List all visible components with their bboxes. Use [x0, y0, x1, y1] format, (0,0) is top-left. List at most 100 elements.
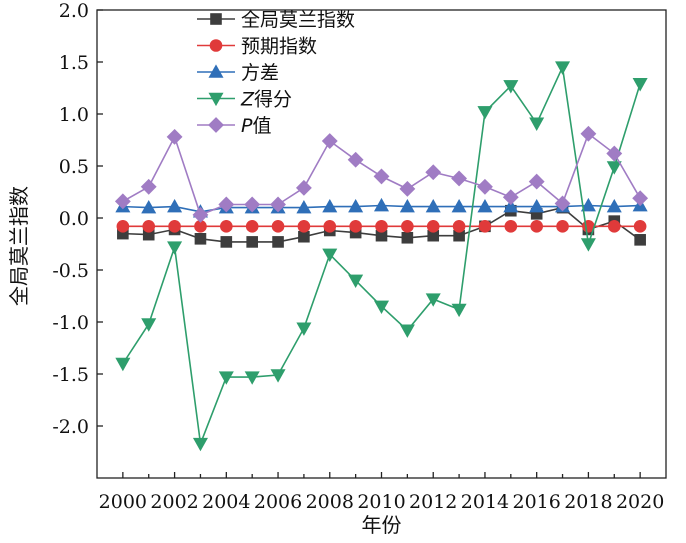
data-point: [529, 117, 545, 131]
legend-label-text: 预期指数: [241, 36, 317, 58]
data-point: [296, 322, 312, 336]
data-point: [477, 178, 493, 195]
data-point: [322, 248, 338, 263]
plot-frame: [96, 9, 667, 479]
x-tick-label: 2010: [357, 491, 405, 513]
legend-label: 全局莫兰指数: [241, 9, 355, 31]
data-point: [167, 241, 183, 255]
data-point: [632, 190, 649, 207]
data-point: [271, 220, 285, 233]
legend-item: 全局莫兰指数: [197, 9, 355, 31]
legend-label-text: 方差: [241, 62, 279, 84]
legend-label: 方差: [241, 62, 279, 84]
data-point: [477, 106, 493, 120]
data-point: [114, 193, 131, 210]
data-point: [399, 198, 415, 213]
x-tick-label: 2004: [202, 491, 250, 513]
y-tick-label: 0.5: [59, 156, 89, 178]
series-4: [115, 61, 648, 452]
data-point: [634, 234, 646, 246]
legend-label-italic: P: [241, 115, 253, 137]
data-point: [140, 178, 157, 195]
data-point: [401, 231, 414, 244]
data-point: [502, 189, 519, 206]
data-point: [451, 170, 468, 187]
data-point: [503, 198, 519, 213]
data-point: [426, 220, 440, 233]
y-tick-label: -1.5: [52, 364, 89, 386]
data-point: [141, 318, 157, 332]
data-point: [349, 220, 362, 233]
x-tick-label: 2018: [564, 491, 612, 513]
data-point: [504, 220, 518, 233]
data-point: [115, 357, 131, 372]
data-point: [528, 173, 545, 190]
series-layer: [114, 61, 649, 452]
data-point: [167, 198, 183, 213]
data-point: [348, 274, 364, 289]
data-point: [503, 80, 519, 94]
data-point: [116, 220, 130, 233]
y-tick-label: 1.5: [59, 52, 89, 74]
data-point: [220, 220, 233, 233]
data-point: [632, 78, 648, 92]
y-tick-label: 0.0: [59, 208, 89, 230]
x-axis-title: 年份: [362, 513, 402, 537]
data-point: [270, 196, 286, 213]
data-point: [298, 230, 310, 243]
data-point: [321, 133, 338, 149]
data-point: [244, 371, 260, 385]
data-point: [477, 198, 493, 213]
data-point: [347, 151, 364, 168]
data-point: [166, 128, 183, 145]
data-point: [606, 145, 623, 162]
x-tick-label: 2006: [254, 491, 302, 513]
x-tick-label: 2008: [306, 491, 354, 513]
data-point: [425, 198, 441, 213]
y-tick-label: 2.0: [59, 0, 89, 22]
data-point: [348, 198, 364, 213]
data-point: [295, 179, 312, 196]
data-point: [556, 220, 569, 233]
x-tick-label: 2014: [461, 491, 509, 513]
x-tick-label: 2020: [616, 491, 664, 513]
series-2: [116, 220, 647, 233]
legend-label-text: 得分: [254, 89, 292, 111]
data-point: [375, 220, 388, 233]
data-point: [401, 220, 414, 233]
data-point: [141, 199, 157, 214]
data-point: [142, 220, 156, 233]
legend-marker: [210, 13, 222, 25]
data-point: [399, 180, 416, 197]
data-point: [246, 236, 258, 248]
legend-label-text: 值: [252, 115, 271, 137]
legend-label: P值: [241, 115, 271, 137]
y-axis: 2.0 1.5 1.0 0.5 0.0 -0.5 -1.0 -1.5 -2.0: [52, 0, 103, 438]
data-point: [322, 198, 338, 213]
data-point: [373, 197, 390, 212]
plot-area: 2.0 1.5 1.0 0.5 0.0 -0.5 -1.0 -1.5 -2.0 2000 2002…: [52, 0, 667, 513]
data-point: [580, 125, 597, 142]
legend-marker: [208, 64, 224, 78]
data-point: [244, 196, 261, 213]
data-point: [297, 220, 311, 233]
x-tick-label: 2016: [513, 491, 561, 513]
legend-marker: [208, 117, 224, 133]
data-point: [478, 220, 492, 233]
legend-item: 预期指数: [197, 36, 317, 58]
data-point: [606, 198, 622, 213]
legend-label-text: 全局莫兰指数: [241, 9, 355, 31]
data-point: [530, 220, 543, 233]
y-tick-label: 1.0: [59, 104, 89, 126]
data-point: [194, 233, 207, 245]
x-axis: 2000 2002 2004 2006 2008 2010 2012 2014 2016 2018…: [99, 472, 664, 513]
legend-label-italic: Z: [240, 89, 255, 111]
data-point: [373, 168, 390, 185]
data-point: [168, 220, 181, 233]
data-point: [220, 236, 233, 248]
data-point: [529, 198, 545, 213]
data-point: [554, 195, 571, 212]
data-point: [192, 437, 208, 452]
x-tick-label: 2012: [409, 491, 457, 513]
